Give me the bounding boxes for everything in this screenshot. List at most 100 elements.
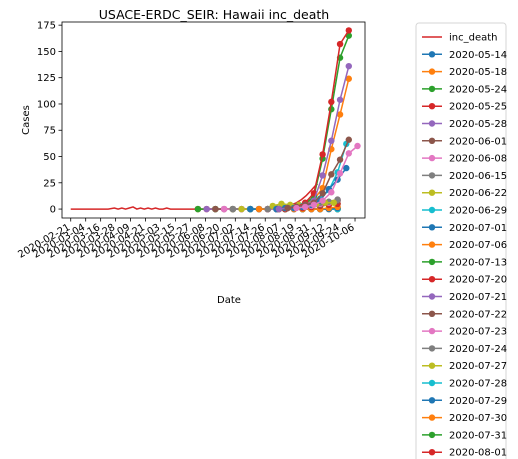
data-point xyxy=(319,172,326,179)
y-axis-label: Cases xyxy=(21,105,32,135)
legend-entry: 2020-07-01 xyxy=(422,223,507,234)
x-axis: 2020-02-212020-03-042020-03-162020-03-28… xyxy=(16,218,357,261)
data-point xyxy=(328,189,335,196)
legend-marker xyxy=(428,85,436,93)
data-point xyxy=(319,197,326,204)
data-point xyxy=(345,150,352,157)
data-point xyxy=(212,205,219,213)
data-point xyxy=(336,156,344,163)
data-point xyxy=(330,199,338,206)
legend-entry: 2020-07-27 xyxy=(422,361,507,372)
legend-entry: 2020-07-21 xyxy=(422,292,507,303)
legend-marker xyxy=(428,449,436,456)
legend-entry: 2020-07-23 xyxy=(422,327,507,338)
legend-entry: 2020-06-08 xyxy=(422,154,507,165)
data-point xyxy=(301,203,309,211)
legend: inc_death 2020-05-14 2020-05-18 2020-05-24 2… xyxy=(415,22,507,459)
forecast-series-2020-08-02 xyxy=(275,62,352,213)
y-axis: 0 25 50 75 100 125 150 175 xyxy=(37,21,62,216)
legend-entry: 2020-05-14 xyxy=(422,50,507,61)
legend-label: 2020-06-15 xyxy=(449,171,507,182)
data-point xyxy=(278,200,285,208)
legend-marker xyxy=(428,68,436,75)
legend-label: 2020-06-01 xyxy=(449,136,507,147)
legend-entry: 2020-05-28 xyxy=(422,119,507,130)
y-tick-label: 100 xyxy=(37,99,56,110)
legend-marker xyxy=(428,310,436,317)
data-point xyxy=(336,40,344,48)
data-point xyxy=(319,190,326,197)
data-point xyxy=(284,204,291,212)
legend-entry: 2020-07-13 xyxy=(422,257,507,268)
legend-label: 2020-07-13 xyxy=(449,257,507,268)
legend-marker xyxy=(428,51,436,58)
legend-marker xyxy=(428,327,436,335)
legend-label: 2020-07-28 xyxy=(449,379,507,390)
data-point xyxy=(310,201,318,209)
data-point xyxy=(328,98,335,106)
data-point xyxy=(336,111,344,118)
legend-marker xyxy=(428,206,436,214)
legend-marker xyxy=(428,103,436,110)
legend-marker xyxy=(428,224,436,231)
legend-entry: 2020-06-01 xyxy=(422,136,507,147)
legend-label: 2020-06-29 xyxy=(449,206,507,217)
legend-marker xyxy=(428,414,436,421)
plot-area xyxy=(70,27,361,213)
legend-marker xyxy=(428,362,436,369)
legend-label: 2020-07-27 xyxy=(449,361,507,372)
legend-label: 2020-07-29 xyxy=(449,396,507,407)
legend-label: 2020-05-14 xyxy=(449,50,507,61)
data-point xyxy=(336,96,344,103)
legend-label: 2020-05-25 xyxy=(449,102,507,113)
legend-entry: 2020-06-29 xyxy=(422,206,507,217)
data-point xyxy=(319,151,326,158)
x-axis-label: Date xyxy=(217,295,241,306)
y-tick-label: 50 xyxy=(43,152,56,163)
legend-label: 2020-05-28 xyxy=(449,119,507,130)
data-point xyxy=(247,205,254,213)
legend-entry: 2020-07-06 xyxy=(422,240,507,251)
data-point xyxy=(345,136,352,143)
forecast-series-2020-08-10 xyxy=(293,142,361,212)
legend-label: 2020-08-01 xyxy=(449,448,507,459)
legend-marker xyxy=(428,137,436,144)
legend-entry: 2020-05-24 xyxy=(422,84,507,95)
legend-label: 2020-07-06 xyxy=(449,240,507,251)
plot-frame xyxy=(61,21,366,219)
data-point xyxy=(343,164,350,172)
data-point xyxy=(238,205,245,213)
legend-marker xyxy=(428,379,436,387)
data-point xyxy=(345,27,352,34)
forecast-series-2020-07-31 xyxy=(275,32,352,213)
legend-entry: 2020-07-31 xyxy=(422,430,507,441)
legend-marker xyxy=(428,172,436,179)
legend-label: 2020-05-18 xyxy=(449,67,507,78)
legend-marker xyxy=(428,120,436,127)
legend-entry: inc_death xyxy=(422,33,498,44)
data-point xyxy=(345,75,352,82)
legend-entry: 2020-08-01 xyxy=(422,448,507,459)
y-tick-label: 150 xyxy=(37,47,56,58)
data-point xyxy=(293,204,300,212)
legend-label: 2020-07-21 xyxy=(449,292,507,303)
legend-marker xyxy=(428,345,436,352)
data-point xyxy=(328,171,335,178)
y-tick-label: 125 xyxy=(37,73,56,84)
legend-label: 2020-07-23 xyxy=(449,327,507,338)
legend-marker xyxy=(428,241,436,248)
legend-label: 2020-06-22 xyxy=(449,188,507,199)
data-point xyxy=(229,205,237,213)
legend-marker xyxy=(428,258,436,266)
legend-label: 2020-05-24 xyxy=(449,84,507,95)
data-point xyxy=(328,137,335,144)
legend-marker xyxy=(428,293,436,300)
legend-label: 2020-07-31 xyxy=(449,430,507,441)
legend-label: 2020-07-20 xyxy=(449,275,507,286)
data-point xyxy=(275,205,283,213)
legend-entry: 2020-07-29 xyxy=(422,396,507,407)
legend-entry: 2020-07-30 xyxy=(422,413,507,424)
legend-entry: 2020-07-22 xyxy=(422,309,507,320)
legend-label: 2020-06-08 xyxy=(449,154,507,165)
data-point xyxy=(203,205,210,213)
